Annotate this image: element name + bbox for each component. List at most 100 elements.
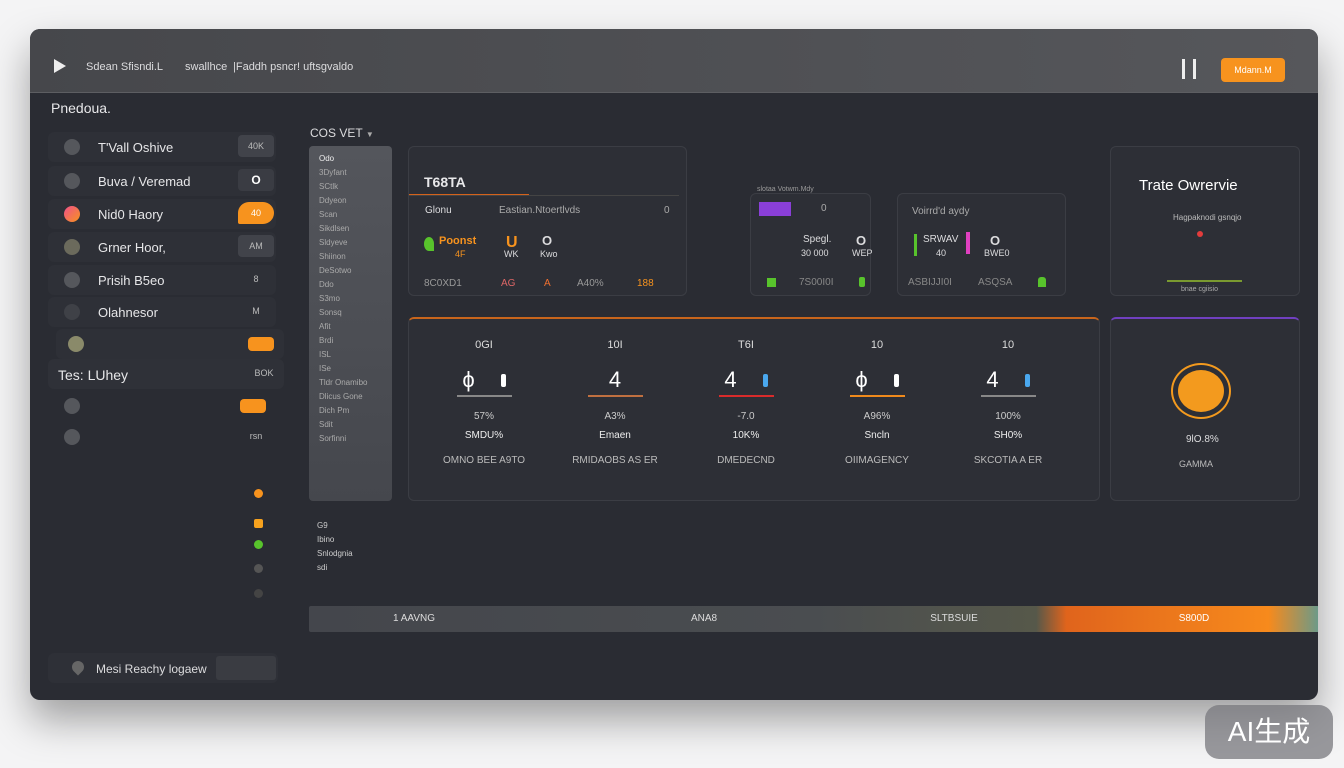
list-item[interactable]: Scan — [319, 210, 338, 219]
gauge-value: 9lO.8% — [1186, 434, 1219, 445]
list-item[interactable]: Dlicus Gone — [319, 392, 363, 401]
footer-input[interactable] — [216, 656, 276, 680]
sidebar-item[interactable]: Olahnesor M — [48, 297, 276, 327]
list-title[interactable]: COS VET ▼ — [310, 126, 374, 140]
card-speed[interactable]: 0 Spegl. 30 000 O WEP 7S00I0I — [750, 193, 873, 296]
metric-glyph: ϕ — [855, 367, 868, 392]
list-item[interactable]: Ddo — [319, 280, 334, 289]
sidebar-item[interactable]: T'Vall Oshive 40K — [48, 132, 276, 162]
progress-label: ANA8 — [690, 613, 718, 624]
footer-value: 188 — [637, 278, 654, 289]
toggle[interactable] — [240, 399, 266, 413]
trend-line — [456, 395, 512, 397]
footer-value: 8C0XD1 — [424, 278, 462, 289]
badge: 8 — [253, 274, 259, 284]
card-title: Voirrd'd aydy — [912, 206, 970, 217]
list-item[interactable]: Sldyeve — [319, 238, 348, 247]
list-panel[interactable]: Odo 3Dyfant SCtlk Ddyeon Scan Sikdlsen Sldyeve… — [309, 146, 392, 501]
metric[interactable]: T6I 4 -7.0 10K% DMEDECND — [686, 339, 806, 466]
note-line: Ibino — [317, 535, 335, 544]
status-icon — [1038, 277, 1046, 287]
sidebar-item[interactable]: Prisih B5eo 8 — [48, 265, 276, 295]
metric[interactable]: 10I 4 A3% Emaen RMIDAOBS AS ER — [555, 339, 675, 466]
badge: 40 — [238, 202, 274, 224]
progress-bar[interactable]: 1 AAVNG ANA8 SLTBSUIE S800D — [309, 606, 1318, 632]
location-icon — [69, 658, 87, 676]
metric[interactable]: 0GI ϕ 57% SMDU% OMNO BEE A9TO — [424, 339, 544, 466]
gauge-ring — [1171, 363, 1231, 419]
list-item[interactable]: Sorfinni — [319, 434, 347, 443]
list-item[interactable]: S3mo — [319, 294, 340, 303]
list-item[interactable]: Shiinon — [319, 252, 346, 261]
tool-icon — [64, 304, 80, 320]
metric[interactable]: 10 4 100% SH0% SKCOTIA A ER — [948, 339, 1068, 466]
stat-sub: BWE0 — [984, 248, 1010, 258]
nav-link[interactable]: swallhce — [185, 61, 228, 73]
list-item[interactable]: Sonsq — [319, 308, 342, 317]
watermark: AI生成 — [1205, 705, 1333, 759]
coin-icon — [68, 336, 84, 352]
list-item[interactable]: ISe — [319, 364, 332, 373]
metric[interactable]: 10 ϕ A96% Sncln OIIMAGENCY — [817, 339, 937, 466]
metric-name: DMEDECND — [717, 455, 775, 466]
card-t68ta[interactable]: T68TA Glonu Eastian.Ntoertlvds 0 Poonst … — [408, 146, 687, 296]
list-item[interactable]: Afit — [319, 322, 331, 331]
list-item[interactable]: Sdit — [319, 420, 333, 429]
sidebar-item-label: T'Vall Oshive — [98, 140, 174, 155]
status-dot — [254, 540, 263, 549]
status-dot — [254, 489, 263, 498]
list-item[interactable]: Ddyeon — [319, 196, 347, 205]
sidebar-item[interactable]: Nid0 Haory 40 — [48, 199, 276, 229]
list-item[interactable]: DeSotwo — [319, 266, 352, 275]
metric-percent: A96% — [863, 411, 891, 422]
sidebar-item[interactable]: Buva / Veremad O — [48, 166, 276, 196]
card-trade-overview[interactable]: Trate Owrervie Hagpaknodi gsnqjo bnae cg… — [1110, 146, 1300, 296]
metric-icon: 4 — [555, 367, 675, 393]
sidebar-section[interactable]: Tes: LUhey BOK — [48, 359, 284, 389]
footer-value: ASQSA — [978, 277, 1013, 288]
sidebar-item-label: Buva / Veremad — [98, 174, 191, 189]
sidebar-item[interactable] — [48, 391, 276, 421]
footer-value: A — [544, 278, 551, 289]
note-line: Snlodgnia — [317, 549, 353, 558]
badge: 40K — [238, 135, 274, 157]
nav-link[interactable]: |Faddh psncr! uftsgvaldo — [233, 61, 354, 73]
circle-icon — [64, 239, 80, 255]
metric-percent: 100% — [995, 411, 1021, 422]
list-item[interactable]: Brdi — [319, 336, 334, 345]
trend-line — [718, 395, 774, 397]
bar-mark — [966, 232, 970, 254]
note-line: sdi — [317, 563, 328, 572]
list-item[interactable]: 3Dyfant — [319, 168, 347, 177]
gauge-card[interactable]: 9lO.8% GAMMA — [1110, 317, 1300, 501]
sidebar-item[interactable]: Grner Hoor, AM — [48, 232, 276, 262]
list-item[interactable]: Tldr Onamibo — [319, 378, 368, 387]
flame-icon — [64, 206, 80, 222]
primary-button[interactable]: Mdann.M — [1221, 58, 1285, 82]
list-item[interactable]: Dich Pm — [319, 406, 350, 415]
card-voir[interactable]: Voirrd'd aydy SRWAV 40 O BWE0 ASBIJJI0I … — [897, 193, 1066, 296]
toggle[interactable] — [248, 337, 274, 351]
sidebar-item[interactable] — [56, 329, 284, 359]
card-title: Trate Owrervie — [1139, 177, 1238, 194]
app-logo[interactable] — [54, 59, 66, 73]
divider — [409, 195, 679, 196]
list-title-text: COS VET — [310, 126, 363, 140]
indicator-pill — [1024, 374, 1030, 387]
sidebar-footer[interactable]: Mesi Reachy logaew — [48, 653, 278, 683]
list-notes: G9 Ibino Snlodgnia sdi — [317, 519, 353, 575]
badge: AM — [238, 235, 274, 257]
magnet-icon: U — [506, 234, 518, 251]
list-item[interactable]: Sikdlsen — [319, 224, 350, 233]
pause-icon[interactable] — [1182, 59, 1196, 79]
list-item[interactable]: SCtlk — [319, 182, 339, 191]
list-item[interactable]: ISL — [319, 350, 332, 359]
metric-value: T6I — [738, 339, 754, 351]
list-item[interactable]: Odo — [319, 154, 335, 163]
trend-line — [849, 395, 905, 397]
metric-sub: SMDU% — [464, 430, 504, 441]
sidebar-item[interactable]: rsn — [48, 422, 276, 452]
app-title: Sdean Sfisndi.L — [86, 61, 164, 73]
sidebar-item-label: Prisih B5eo — [98, 273, 165, 288]
app-window: Sdean Sfisndi.L swallhce |Faddh psncr! u… — [30, 29, 1318, 700]
